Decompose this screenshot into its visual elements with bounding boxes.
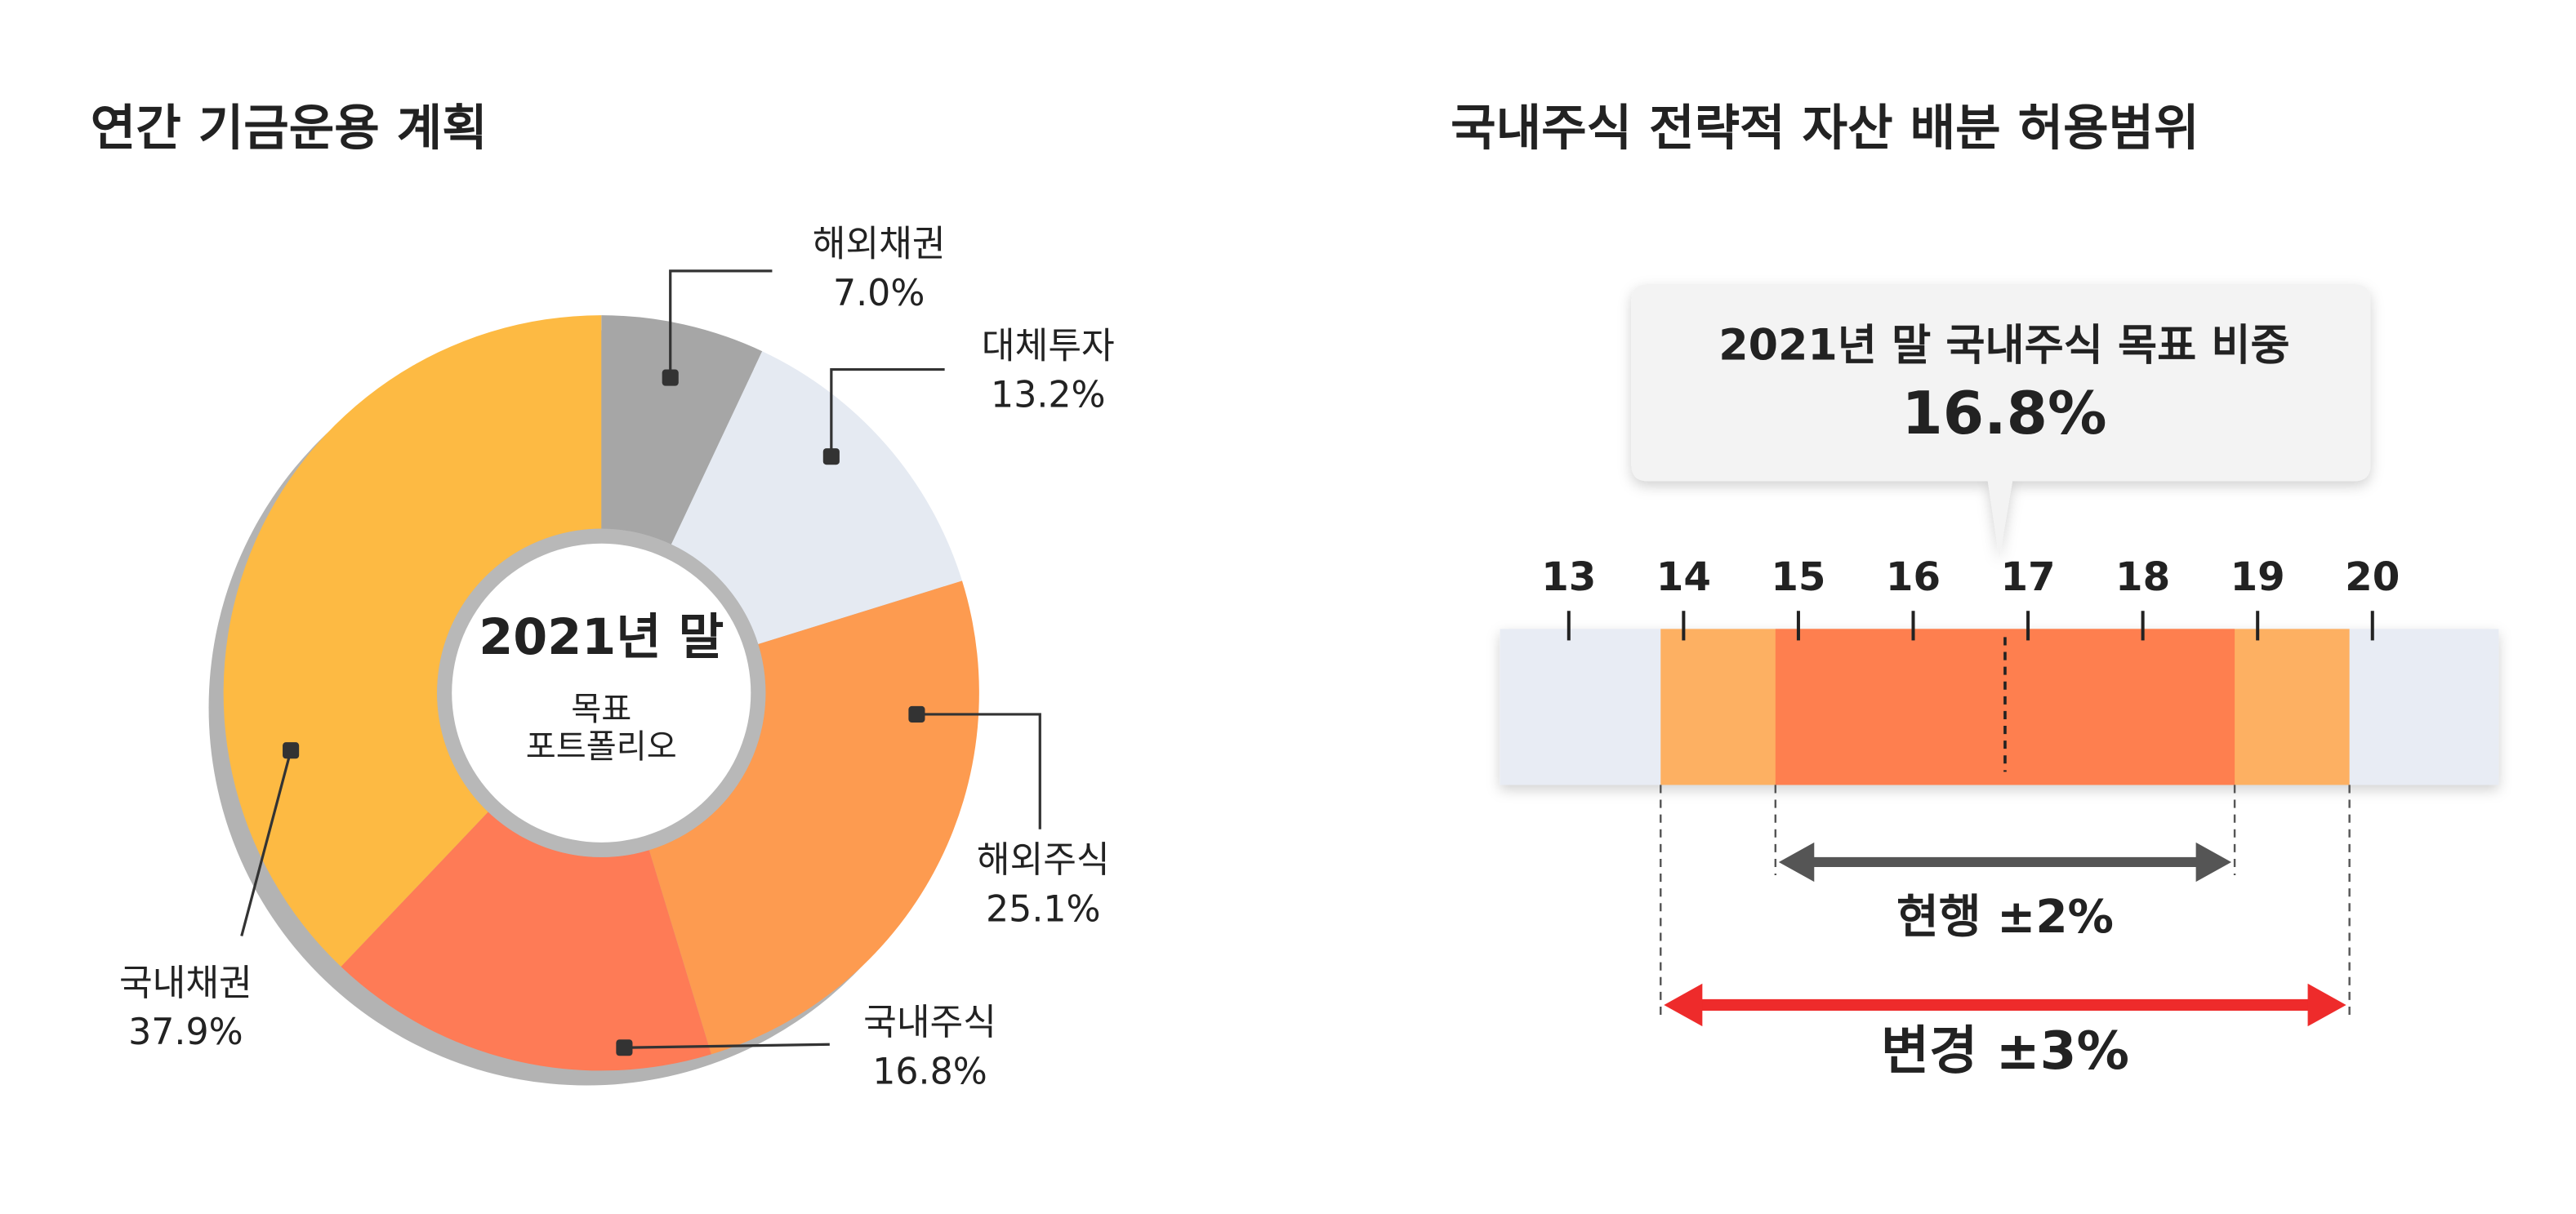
range-label: 변경 ±3% <box>1881 1021 2129 1082</box>
callout-value: 16.8% <box>1901 380 2106 448</box>
leader-dot <box>822 448 840 465</box>
pie-title: 연간 기금운용 계획 <box>91 100 488 158</box>
x-tick-label: 17 <box>2000 554 2055 600</box>
x-tick-label: 14 <box>1656 554 1711 600</box>
x-tick-label: 15 <box>1771 554 1825 600</box>
leader-dot <box>283 742 300 759</box>
donut-slice <box>601 315 763 545</box>
donut-slice <box>223 315 602 967</box>
center-text: 목표 <box>571 691 631 728</box>
callout-title: 2021년 말 국내주식 목표 비중 <box>1718 320 2289 370</box>
x-tick-label: 19 <box>2231 554 2285 600</box>
donut-hole <box>452 543 751 843</box>
range-label: 현행 ±2% <box>1896 891 2114 944</box>
donut-slice <box>341 812 711 1071</box>
donut-slice <box>671 351 962 645</box>
center-text: 포트폴리오 <box>526 728 677 766</box>
x-tick-label: 18 <box>2115 554 2170 600</box>
x-tick-label: 16 <box>1886 554 1941 600</box>
range-title: 국내주식 전략적 자산 배분 허용범위 <box>1451 100 2199 158</box>
donut-slice <box>648 580 979 1055</box>
range-chart: 변경 ±3% 현행 ±2% 13 14 15 16 17 18 19 20 2021년 말 국내주식… <box>1500 283 2499 1082</box>
category-label: 국내채권 <box>119 963 252 1004</box>
leader-line <box>669 269 773 378</box>
category-label: 해외채권 <box>813 224 946 265</box>
value-label: 37.9% <box>128 1012 243 1053</box>
category-label: 대체투자 <box>982 325 1115 367</box>
leader-dot <box>908 705 925 723</box>
value-label: 16.8% <box>872 1051 987 1092</box>
value-label: 25.1% <box>986 888 1101 930</box>
value-label: 13.2% <box>991 375 1106 416</box>
leader-line <box>240 749 292 936</box>
leader-dot <box>662 369 679 386</box>
leader-line <box>830 367 945 457</box>
callout-box <box>1631 283 2371 558</box>
x-tick-label: 20 <box>2345 554 2400 600</box>
category-label: 해외주식 <box>977 839 1110 881</box>
value-label: 7.0% <box>833 273 925 314</box>
leader-line <box>624 1043 830 1049</box>
x-tick-label: 13 <box>1541 554 1596 600</box>
leader-dot <box>616 1039 633 1056</box>
category-label: 국내주식 <box>863 1002 996 1043</box>
center-text: 2021년 말 <box>479 609 724 666</box>
leader-line <box>916 713 1041 829</box>
